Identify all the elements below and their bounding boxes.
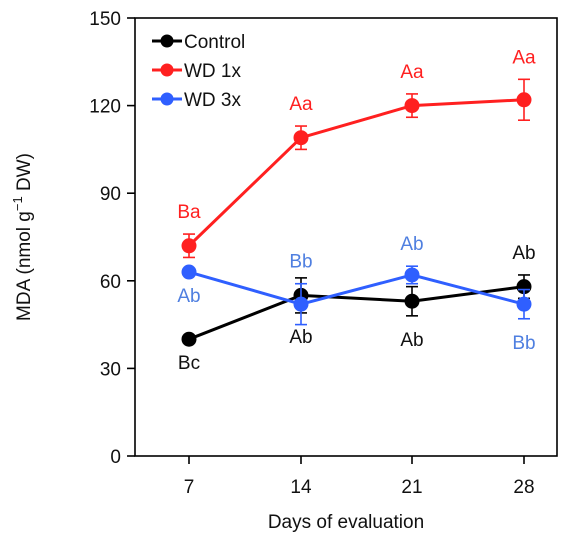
x-tick-label-2: 21 [401,477,422,498]
point-1-1 [293,130,309,146]
point-2-3 [516,296,532,312]
point-2-2 [404,267,420,283]
legend-label-1: WD 1x [184,61,242,82]
legend-item-1: WD 1x [152,61,242,82]
legend-label-0: Control [184,32,245,53]
y-tick-label-1: 30 [100,359,121,380]
annotation-layer: Bc Ab Ab Ab Ba Aa Aa Aa Ab Bb Ab Bb [177,47,536,374]
annotation-1-0: Ba [177,202,201,223]
annotation-2-0: Ab [177,286,200,307]
point-1-0 [181,238,197,254]
point-0-2 [404,293,420,309]
x-axis: 7 14 21 28 [184,456,535,498]
legend-marker-1 [160,63,174,77]
legend-item-2: WD 3x [152,90,242,111]
annotation-2-2: Ab [400,234,423,255]
series-2 [181,264,532,326]
point-1-2 [404,98,420,114]
point-2-1 [293,296,309,312]
y-axis-title-superscript: −1 [10,196,25,211]
y-tick-label-2: 60 [100,272,121,293]
plot-frame [134,17,558,457]
series-line-2 [188,270,525,306]
x-axis-title: Days of evaluation [268,512,424,533]
x-tick-label-1: 14 [290,477,312,498]
y-axis-title-unit: DW) [14,153,35,196]
series-line-1 [187,98,525,247]
annotation-1-2: Aa [400,62,424,83]
point-0-0 [181,331,197,347]
point-1-3 [516,92,532,108]
annotation-0-1: Ab [289,327,312,348]
y-axis-title-main: MDA (nmol g [14,211,35,321]
legend-item-0: Control [152,32,245,53]
series-1 [181,78,532,259]
annotation-1-3: Aa [512,47,536,68]
series-layer [181,78,532,347]
legend-label-2: WD 3x [184,90,242,111]
annotation-0-3: Ab [512,243,535,264]
annotation-2-3: Bb [512,333,535,354]
point-0-3 [516,279,532,295]
legend: Control WD 1x WD 3x [152,32,245,111]
y-tick-label-3: 90 [100,184,121,205]
y-axis: 0 30 60 90 120 150 [89,9,135,468]
annotation-2-1: Bb [289,252,312,273]
y-tick-label-0: 0 [110,447,121,468]
point-2-0 [181,264,197,280]
annotation-1-1: Aa [289,94,313,115]
series-line-0 [188,285,525,341]
annotation-0-0: Bc [178,353,200,374]
y-axis-title: MDA (nmol g−1 DW) [10,153,35,321]
x-tick-label-0: 7 [184,477,195,498]
y-tick-label-5: 150 [89,9,121,30]
annotation-0-2: Ab [400,330,423,351]
legend-marker-0 [160,34,174,48]
y-tick-label-4: 120 [89,97,121,118]
legend-marker-2 [160,92,174,106]
x-tick-label-3: 28 [513,477,534,498]
